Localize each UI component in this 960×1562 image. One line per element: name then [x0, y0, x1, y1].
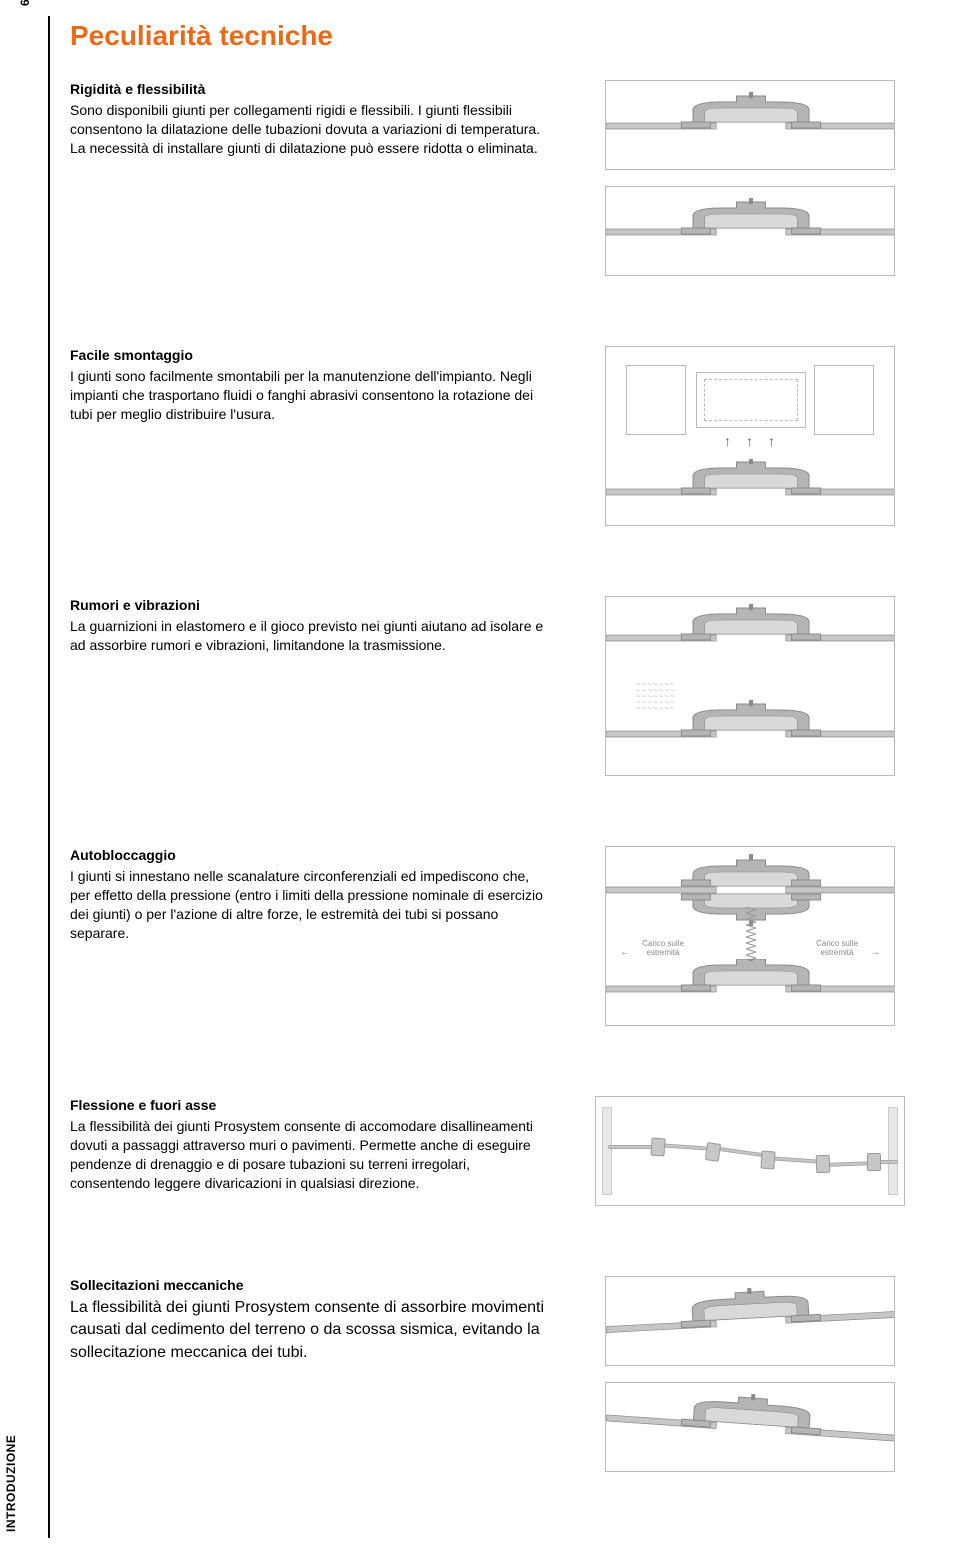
figure-autoblock: Carico sulle estremità Carico sulle estr… [605, 846, 895, 1026]
section-body: La guarnizioni in elastomero e il gioco … [70, 617, 550, 655]
figure-group: ~~~~~~~~~~~~~~~~~~~~~~~~~~~~~~~~~~~ [580, 596, 920, 776]
figure-group [580, 1096, 920, 1206]
section-heading: Rumori e vibrazioni [70, 596, 550, 615]
text-block: Flessione e fuori asse La flessibilità d… [70, 1096, 550, 1192]
text-block: Rumori e vibrazioni La guarnizioni in el… [70, 596, 550, 655]
section-flexion: Flessione e fuori asse La flessibilità d… [70, 1096, 920, 1206]
side-label: INTRODUZIONE [4, 1435, 18, 1532]
section-body: I giunti si innestano nelle scanalature … [70, 867, 550, 943]
section-body: La flessibilità dei giunti Prosystem con… [70, 1297, 550, 1364]
text-block: Facile smontaggio I giunti sono facilmen… [70, 346, 550, 424]
figure-group: Carico sulle estremità Carico sulle estr… [580, 846, 920, 1026]
figure-flexion [595, 1096, 905, 1206]
section-autoblock: Autobloccaggio I giunti si innestano nel… [70, 846, 920, 1026]
figure-group [580, 1276, 920, 1472]
section-rigidity: Rigidità e flessibilità Sono disponibili… [70, 80, 920, 276]
figure-disassembly: ↑ ↑ ↑ [605, 346, 895, 526]
text-block: Sollecitazioni meccaniche La flessibilit… [70, 1276, 550, 1364]
page-number: 6 [18, 0, 32, 6]
section-heading: Facile smontaggio [70, 346, 550, 365]
section-heading: Flessione e fuori asse [70, 1096, 550, 1115]
figure-group [580, 80, 920, 276]
figure-vibration: ~~~~~~~~~~~~~~~~~~~~~~~~~~~~~~~~~~~ [605, 596, 895, 776]
vertical-rule [48, 16, 50, 1538]
figure-stress-b [605, 1382, 895, 1472]
text-block: Rigidità e flessibilità Sono disponibili… [70, 80, 550, 158]
figure-group: ↑ ↑ ↑ [580, 346, 920, 526]
section-body: I giunti sono facilmente smontabili per … [70, 367, 550, 424]
section-body: La flessibilità dei giunti Prosystem con… [70, 1117, 550, 1193]
section-body: Sono disponibili giunti per collegamenti… [70, 101, 550, 158]
section-heading: Autobloccaggio [70, 846, 550, 865]
figure-coupling-rigid [605, 80, 895, 170]
section-vibration: Rumori e vibrazioni La guarnizioni in el… [70, 596, 920, 776]
section-heading: Sollecitazioni meccaniche [70, 1276, 550, 1295]
page-title: Peculiarità tecniche [70, 20, 920, 52]
figure-coupling-flex [605, 186, 895, 276]
section-heading: Rigidità e flessibilità [70, 80, 550, 99]
section-stress: Sollecitazioni meccaniche La flessibilit… [70, 1276, 920, 1472]
figure-stress-a [605, 1276, 895, 1366]
text-block: Autobloccaggio I giunti si innestano nel… [70, 846, 550, 942]
section-disassembly: Facile smontaggio I giunti sono facilmen… [70, 346, 920, 526]
